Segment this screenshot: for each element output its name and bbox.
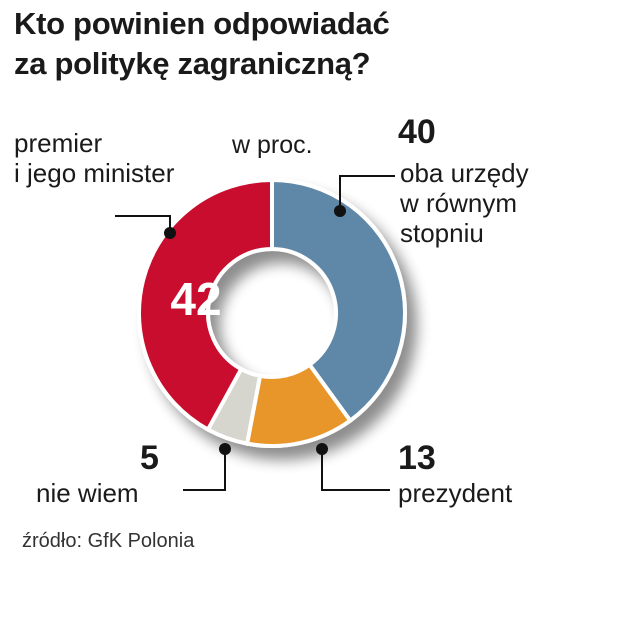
title-line-1: Kto powinien odpowiadać bbox=[14, 6, 390, 41]
oba-value: 40 bbox=[398, 113, 436, 151]
oba-label: oba urzędy w równym stopniu bbox=[400, 158, 529, 248]
premier-inner-value: 42 bbox=[170, 273, 221, 325]
niewiem-label: nie wiem bbox=[36, 478, 139, 508]
premier-label-line-1: premier bbox=[14, 128, 103, 158]
niewiem-label-line-1: nie wiem bbox=[36, 478, 139, 508]
oba-label-line-1: oba urzędy bbox=[400, 158, 529, 188]
leader-line-premier bbox=[115, 215, 171, 233]
leader-dot-niewiem bbox=[219, 443, 231, 455]
premier-label-line-2: i jego minister bbox=[14, 158, 175, 188]
chart-title: Kto powinien odpowiadać za politykę zagr… bbox=[14, 4, 614, 84]
niewiem-value: 5 bbox=[140, 439, 159, 477]
leader-dot-oba bbox=[334, 205, 346, 217]
source-note: źródło: GfK Polonia bbox=[22, 530, 195, 552]
leader-line-oba bbox=[339, 175, 395, 211]
leader-line-niewiem bbox=[183, 449, 226, 491]
leader-dot-prezydent bbox=[316, 443, 328, 455]
prezydent-label-line-1: prezydent bbox=[398, 478, 513, 508]
oba-label-line-3: stopniu bbox=[400, 218, 484, 248]
leader-dot-premier bbox=[164, 227, 176, 239]
premier-label: premier i jego minister bbox=[14, 128, 174, 188]
slice-premier bbox=[137, 177, 274, 433]
prezydent-label: prezydent bbox=[398, 478, 512, 508]
title-line-2: za politykę zagraniczną? bbox=[14, 46, 371, 81]
unit-label: w proc. bbox=[232, 131, 313, 159]
oba-label-line-2: w równym bbox=[400, 188, 518, 218]
leader-line-prezydent bbox=[321, 449, 390, 491]
slice-oba bbox=[270, 177, 407, 424]
prezydent-value: 13 bbox=[398, 439, 436, 477]
